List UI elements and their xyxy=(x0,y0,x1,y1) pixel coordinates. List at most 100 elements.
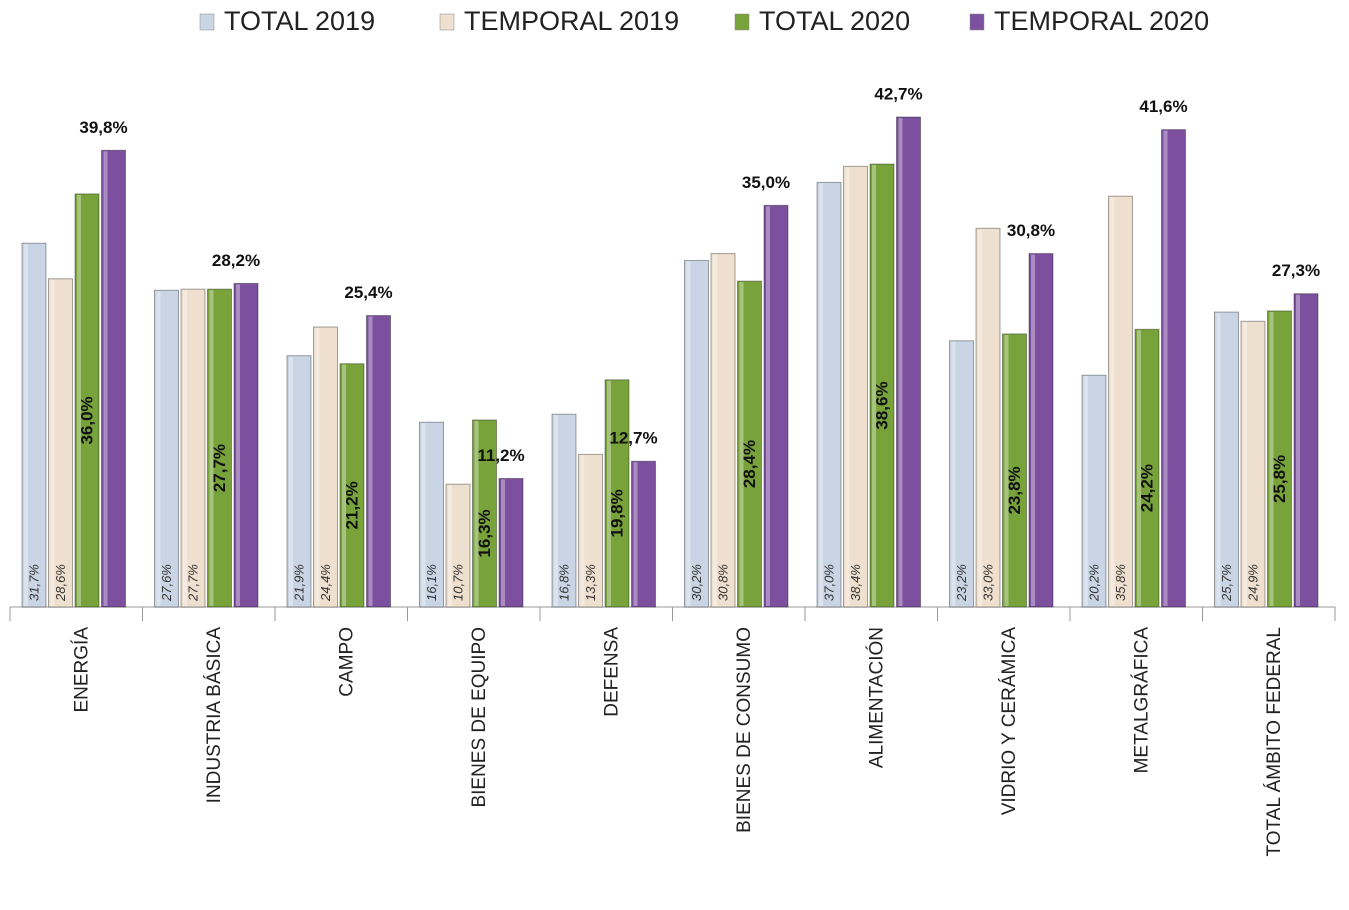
x-tick-label: TOTAL ÁMBITO FEDERAL xyxy=(1264,627,1285,856)
bar xyxy=(1108,195,1133,608)
value-label: 24,4% xyxy=(318,564,333,602)
bar-highlight xyxy=(103,151,108,606)
legend-swatch xyxy=(969,13,985,31)
bar-highlight xyxy=(845,167,850,606)
bar-highlight xyxy=(1296,294,1300,606)
bar-highlight xyxy=(209,290,214,606)
value-label: 28,4% xyxy=(740,440,759,488)
bar-highlight xyxy=(1216,313,1221,606)
bar-highlight xyxy=(819,183,823,606)
bar-highlight xyxy=(448,485,452,606)
value-label: 12,7% xyxy=(609,429,657,448)
bar xyxy=(816,181,842,608)
bar xyxy=(975,227,1001,608)
x-tick-label: BIENES DE EQUIPO xyxy=(469,627,490,808)
value-label: 10,7% xyxy=(450,564,465,601)
bar-highlight xyxy=(739,282,744,606)
value-label: 27,7% xyxy=(185,564,200,602)
bar-highlight xyxy=(1110,197,1115,606)
value-label: 20,2% xyxy=(1086,564,1101,602)
bar-highlight xyxy=(342,364,346,606)
bar xyxy=(843,165,868,608)
bar-highlight xyxy=(50,279,55,606)
bar xyxy=(472,419,497,608)
value-label: 16,1% xyxy=(424,564,439,601)
bar-highlight xyxy=(580,455,585,606)
legend-label: TOTAL 2019 xyxy=(224,6,375,36)
bar-highlight xyxy=(156,291,161,606)
x-tick-label: ALIMENTACIÓN xyxy=(865,627,887,768)
value-label: 19,8% xyxy=(607,489,626,537)
value-label: 42,7% xyxy=(874,84,922,103)
bar xyxy=(498,477,524,608)
bar xyxy=(21,242,47,608)
value-label: 30,8% xyxy=(1007,221,1055,240)
bar xyxy=(1028,253,1054,608)
bar-highlight xyxy=(24,244,28,607)
bar-highlight xyxy=(236,284,240,606)
bar-highlight xyxy=(421,423,426,606)
value-label: 23,8% xyxy=(1005,466,1024,514)
x-tick-label: INDUSTRIA BÁSICA xyxy=(204,627,225,804)
bar xyxy=(551,413,577,608)
bar xyxy=(896,116,921,608)
bar xyxy=(233,282,259,608)
bar xyxy=(445,483,471,608)
bar-highlight xyxy=(686,261,691,606)
bar-highlight xyxy=(872,165,876,606)
value-label: 16,3% xyxy=(475,509,494,557)
value-label: 35,0% xyxy=(742,173,790,192)
bar xyxy=(1002,333,1027,608)
bar xyxy=(1161,129,1186,608)
bar xyxy=(48,278,73,608)
value-label: 38,4% xyxy=(848,564,863,601)
bar xyxy=(1081,374,1107,608)
bar xyxy=(1134,328,1160,608)
value-label: 27,6% xyxy=(159,564,174,602)
value-label: 30,8% xyxy=(715,564,730,601)
bar xyxy=(710,253,736,608)
bar-highlight xyxy=(1084,376,1088,606)
bar xyxy=(763,204,789,608)
bar xyxy=(313,326,338,608)
bar-highlight xyxy=(607,380,611,606)
value-label: 24,2% xyxy=(1137,464,1156,512)
bar-highlight xyxy=(898,118,903,606)
x-tick-label: DEFENSA xyxy=(601,627,622,717)
bar xyxy=(286,355,312,608)
value-label: 36,0% xyxy=(77,396,96,444)
x-tick-label: BIENES DE CONSUMO xyxy=(734,627,755,833)
value-label: 25,7% xyxy=(1219,564,1234,602)
bar-highlight xyxy=(1163,130,1168,606)
bar xyxy=(1293,293,1319,608)
legend-label: TEMPORAL 2020 xyxy=(994,6,1209,36)
value-label: 21,2% xyxy=(342,481,361,529)
bar xyxy=(207,288,232,608)
bar-highlight xyxy=(633,462,638,606)
value-label: 23,2% xyxy=(954,564,969,602)
value-label: 33,0% xyxy=(980,564,995,601)
value-label: 13,3% xyxy=(583,564,598,601)
value-label: 27,7% xyxy=(210,444,229,492)
value-label: 11,2% xyxy=(477,446,524,465)
legend-label: TEMPORAL 2019 xyxy=(464,6,679,36)
bar-highlight xyxy=(474,420,479,606)
bar xyxy=(74,193,100,608)
bar xyxy=(1267,310,1292,608)
bar-highlight xyxy=(766,206,770,606)
bar xyxy=(869,163,895,608)
bar xyxy=(684,259,709,608)
value-label: 28,6% xyxy=(53,564,68,602)
value-label: 31,7% xyxy=(26,564,41,601)
bar-highlight xyxy=(77,194,81,606)
x-tick-label: METALGRÁFICA xyxy=(1131,627,1152,774)
value-label: 39,8% xyxy=(79,118,127,137)
bar-highlight xyxy=(183,290,187,606)
value-label: 35,8% xyxy=(1113,564,1128,601)
x-tick-label: VIDRIO Y CERÁMICA xyxy=(999,627,1020,816)
bar-highlight xyxy=(1031,254,1035,606)
bar xyxy=(1214,311,1239,608)
bar xyxy=(604,379,630,608)
value-label: 41,6% xyxy=(1139,97,1187,116)
